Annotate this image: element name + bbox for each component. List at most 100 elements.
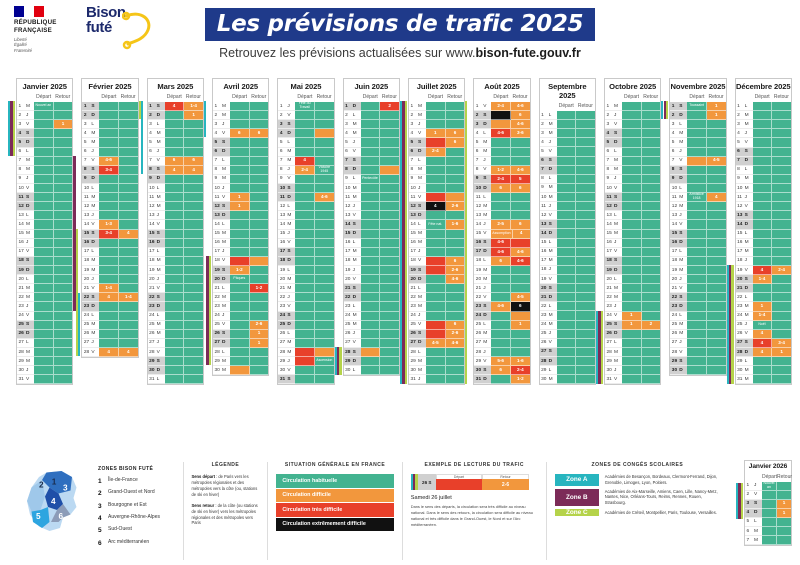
day-label: 28 D — [539, 356, 557, 367]
traffic-cell-depart — [99, 238, 119, 248]
traffic-cell-depart — [621, 229, 642, 239]
traffic-cell-depart — [621, 265, 642, 276]
day-row: 21 V 1-4 — [82, 284, 138, 294]
traffic-cell-depart — [752, 247, 773, 257]
traffic-cell-depart — [99, 111, 119, 121]
svg-text:4: 4 — [51, 497, 56, 506]
traffic-cell-retour — [314, 174, 334, 184]
traffic-cell-depart — [164, 347, 185, 358]
traffic-cell-depart — [99, 138, 119, 148]
day-label: 14 D — [735, 220, 753, 230]
traffic-cell-depart — [360, 120, 381, 130]
traffic-cell-depart — [425, 156, 446, 166]
traffic-cell-depart — [164, 293, 185, 303]
traffic-cell-retour: 4-6 — [510, 102, 530, 112]
day-label: 29 J — [278, 357, 296, 367]
day-row: 19 M — [82, 265, 138, 276]
traffic-cell-retour — [314, 329, 334, 339]
traffic-cell-depart — [556, 375, 577, 385]
traffic-cell-retour — [119, 284, 138, 294]
day-row: 15 J — [278, 229, 334, 239]
day-label: 12 M — [147, 202, 165, 212]
traffic-cell-depart — [295, 302, 315, 312]
day-row: 27 V — [343, 338, 399, 348]
traffic-cell-depart — [229, 247, 250, 257]
traffic-cell-depart — [164, 302, 185, 312]
day-label: 13 J — [82, 211, 100, 221]
traffic-cell-depart — [360, 347, 381, 358]
day-label: 15 M — [604, 229, 622, 239]
traffic-cell-retour — [706, 329, 726, 339]
month-days: 1 M 2 M 3 J 4 V 6 6 5 S 6 D 7 L 8 M 9 M 10 J 11 V 1 12 S 1 13 D 14 L 15 M… — [211, 102, 270, 377]
traffic-cell-retour — [314, 256, 334, 266]
day-label: 27 M — [278, 338, 296, 348]
day-row: 31 V — [604, 375, 661, 385]
traffic-cell-depart — [556, 229, 577, 239]
zone-bison-item: 6 Arc méditerranéen — [98, 538, 175, 550]
column-header-retour: Retour — [251, 94, 267, 100]
traffic-cell-depart — [34, 265, 54, 276]
traffic-cell-retour — [249, 238, 269, 248]
traffic-cell-retour — [576, 375, 595, 385]
day-row: 9 L Pentecôte — [343, 174, 399, 184]
traffic-cell-retour — [249, 165, 269, 175]
traffic-cell-depart: Fête nat. — [425, 220, 446, 230]
traffic-cell-retour — [119, 220, 138, 230]
day-row: 10 M — [539, 192, 595, 203]
day-label: 21 D — [539, 293, 557, 303]
traffic-cell-depart — [425, 357, 446, 367]
exemple-retour-header: Retour — [482, 474, 529, 479]
traffic-cell-retour — [249, 247, 269, 257]
day-label: 17 J — [408, 247, 426, 257]
day-row: 24 L — [82, 311, 138, 321]
day-label: 29 M — [212, 357, 230, 367]
traffic-cell-depart — [621, 138, 642, 148]
traffic-cell-retour — [53, 357, 73, 367]
day-label: 25 M — [343, 320, 361, 330]
day-label: 29 S — [670, 357, 688, 367]
day-label: 23 D — [670, 302, 688, 312]
exemple-retour-col: Retour 2-6 — [482, 474, 529, 490]
day-row: 10 L — [147, 183, 203, 194]
day-row: 28 M — [278, 347, 334, 358]
day-label: 20 J — [670, 275, 688, 285]
day-row: 26 S 2-6 — [408, 329, 465, 339]
day-row: 7 V 4-6 — [82, 156, 138, 166]
traffic-cell-depart — [425, 275, 446, 285]
traffic-cell-retour — [641, 229, 661, 239]
day-label: 20 M — [474, 275, 492, 285]
traffic-cell-retour — [772, 311, 791, 321]
month-title: Septembre 2025 — [538, 78, 596, 102]
traffic-cell-retour — [53, 265, 73, 276]
month-days: 1 L 2 M 3 M 4 J 5 V 6 S 7 D 8 L 9 M 10 M 11 J 12 V 13 S 14 D 15 L 16 M 1… — [734, 102, 792, 386]
traffic-cell-retour: 4-6 — [445, 275, 465, 285]
day-label: 17 L — [670, 247, 688, 257]
day-label: 12 V — [735, 202, 753, 212]
day-row: 1 V 2-4 4-6 — [474, 102, 530, 112]
traffic-cell-depart: 2-5 — [491, 220, 511, 230]
traffic-cell-depart — [491, 265, 511, 276]
day-row: 28 L — [408, 347, 465, 358]
day-label: 11 V — [408, 193, 426, 203]
day-row: 29 S — [147, 357, 203, 367]
traffic-cell-retour — [772, 174, 791, 184]
day-label: 22 L — [735, 293, 753, 303]
day-label: 17 L — [82, 247, 100, 257]
traffic-cell-depart — [491, 284, 511, 294]
day-row: 16 J — [604, 238, 661, 248]
day-label: 10 V — [604, 183, 622, 194]
month-column-headers: Départ Retour — [734, 92, 792, 102]
traffic-cell-retour — [184, 129, 203, 139]
